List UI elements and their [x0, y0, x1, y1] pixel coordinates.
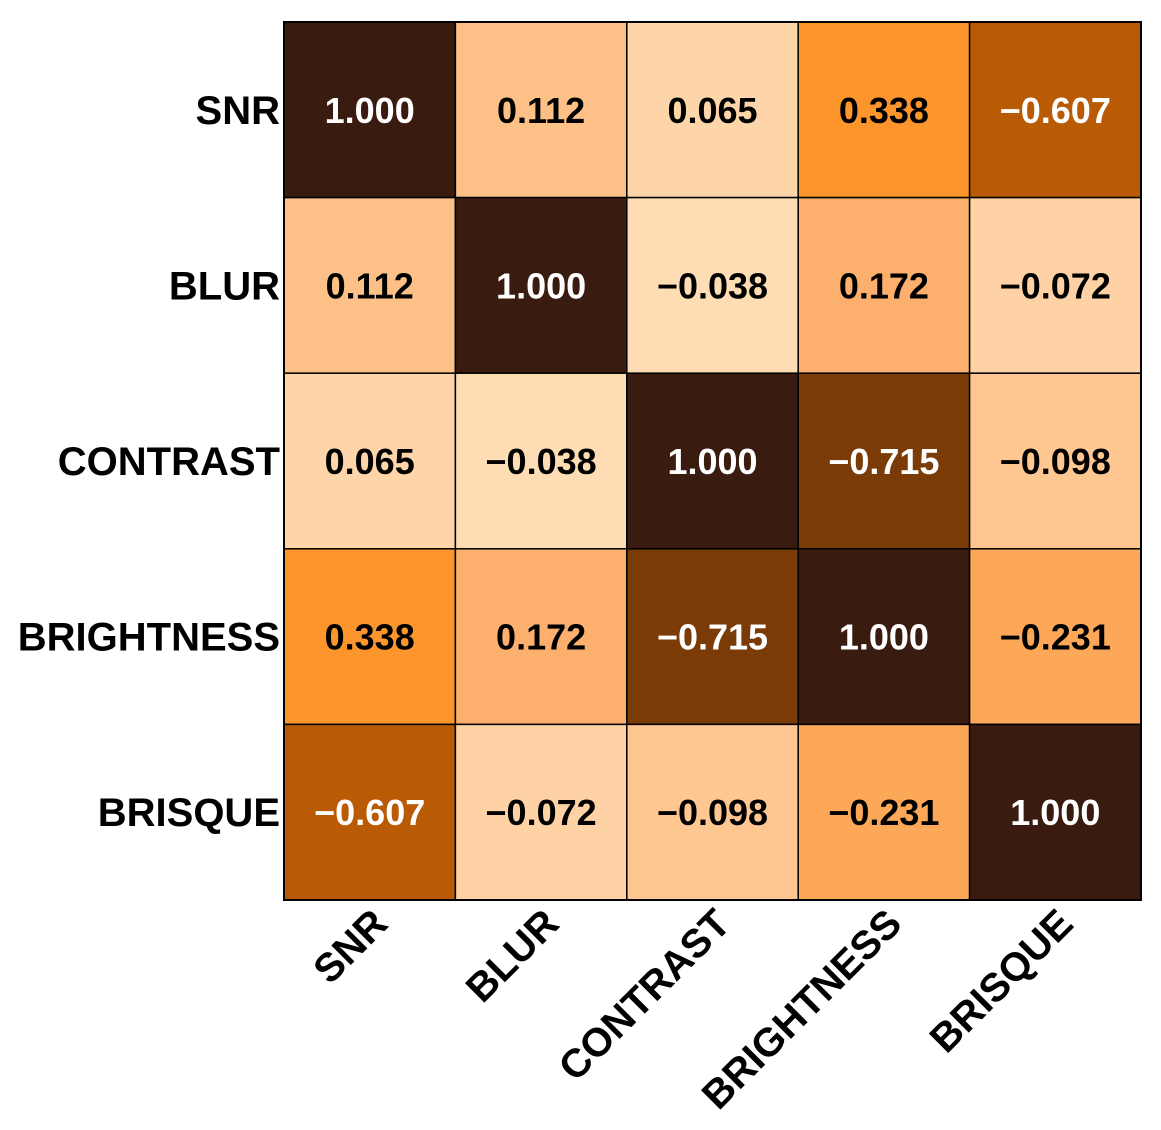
cell-value-label: 1.000 — [1010, 792, 1100, 833]
cell-value-label: 0.172 — [839, 265, 929, 306]
cell-value-label: −0.607 — [1000, 90, 1111, 131]
heatmap-cell-blur-brisque — [968, 196, 1142, 374]
heatmap-cell-brisque-blur — [454, 723, 628, 901]
cell-value-label: −0.072 — [486, 792, 597, 833]
cell-value-label: 0.172 — [496, 617, 586, 658]
cell-value-label: 1.000 — [839, 617, 929, 658]
heatmap-cell-blur-contrast — [626, 196, 799, 374]
heatmap-cell-contrast-brightness — [797, 372, 971, 550]
heatmap-cell-snr-brisque — [968, 21, 1142, 199]
heatmap-cell-brightness-blur — [454, 548, 628, 726]
column-label-brisque: BRISQUE — [922, 901, 1082, 1061]
cell-value-label: 1.000 — [667, 441, 757, 482]
heatmap-cell-values: 1.000 0.112 0.065 0.338 −0.607 0.112 1.000 −0.0… — [314, 90, 1111, 833]
cell-value-label: −0.098 — [657, 792, 768, 833]
heatmap-cell-brightness-contrast — [626, 548, 799, 726]
cell-value-label: 0.112 — [497, 90, 585, 131]
column-label-snr: SNR — [305, 901, 396, 992]
cell-value-label: 0.065 — [325, 441, 415, 482]
heatmap-cell-contrast-contrast — [626, 372, 799, 550]
heatmap-cell-snr-blur — [454, 21, 628, 199]
heatmap-cell-brightness-brightness — [797, 548, 971, 726]
heatmap-border — [283, 21, 1142, 901]
cell-value-label: −0.038 — [486, 441, 597, 482]
cell-value-label: −0.715 — [828, 441, 939, 482]
row-label-blur: BLUR — [169, 264, 280, 308]
cell-value-label: −0.231 — [1000, 617, 1111, 658]
cell-value-label: −0.607 — [314, 792, 425, 833]
cell-value-label: 1.000 — [325, 90, 415, 131]
heatmap-cell-contrast-blur — [454, 372, 628, 550]
column-label-contrast: CONTRAST — [551, 901, 739, 1089]
cell-value-label: 0.338 — [839, 90, 929, 131]
cell-value-label: 0.112 — [326, 265, 414, 306]
cell-value-label: −0.231 — [828, 792, 939, 833]
heatmap-cell-snr-snr — [283, 21, 457, 199]
heatmap-cells — [283, 21, 1142, 901]
cell-value-label: −0.038 — [657, 265, 768, 306]
row-label-contrast: CONTRAST — [58, 440, 280, 484]
heatmap-cell-brisque-brisque — [968, 723, 1142, 901]
row-label-brisque: BRISQUE — [98, 791, 280, 835]
cell-value-label: 0.338 — [325, 617, 415, 658]
heatmap-cell-blur-snr — [283, 196, 457, 374]
heatmap-cell-brisque-contrast — [626, 723, 799, 901]
cell-value-label: −0.072 — [1000, 265, 1111, 306]
cell-value-label: 0.065 — [667, 90, 757, 131]
cell-value-label: 1.000 — [496, 265, 586, 306]
row-label-brightness: BRIGHTNESS — [18, 616, 280, 660]
row-label-snr: SNR — [196, 89, 281, 133]
heatmap-cell-brisque-snr — [283, 723, 457, 901]
heatmap-cell-snr-brightness — [797, 21, 971, 199]
heatmap-cell-contrast-brisque — [968, 372, 1142, 550]
cell-value-label: −0.098 — [1000, 441, 1111, 482]
cell-value-label: −0.715 — [657, 617, 768, 658]
row-axis-labels: SNR BLUR CONTRAST BRIGHTNESS BRISQUE — [18, 89, 280, 835]
heatmap-cell-brightness-brisque — [968, 548, 1142, 726]
column-label-blur: BLUR — [458, 901, 568, 1011]
